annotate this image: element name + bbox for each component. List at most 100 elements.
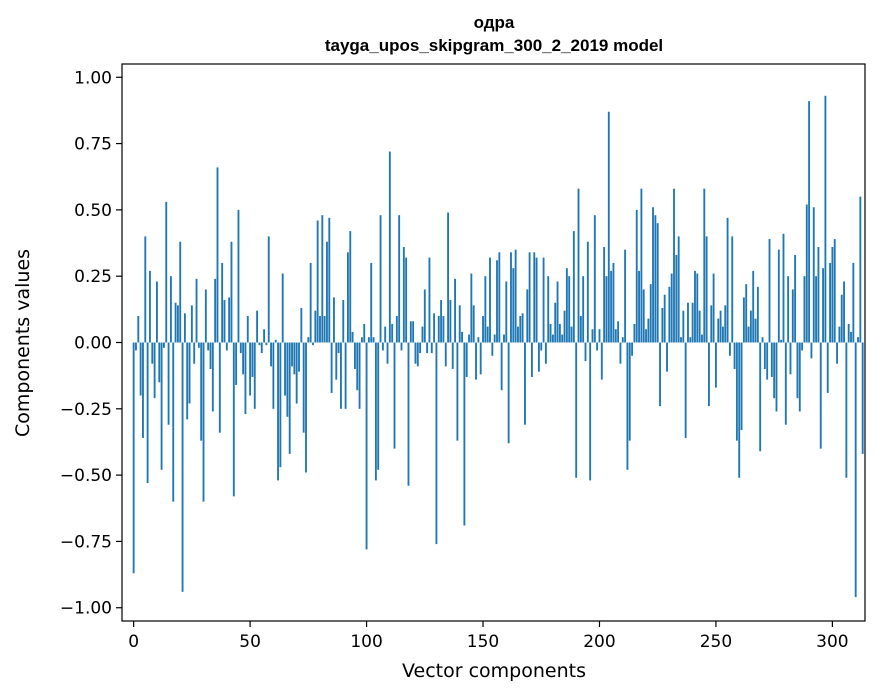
bar (572, 231, 575, 343)
bar (463, 342, 466, 526)
chart-title: одра (474, 13, 515, 32)
bar (472, 305, 475, 343)
bar (735, 342, 738, 441)
bar (591, 329, 594, 343)
bar (715, 342, 717, 388)
bar (819, 342, 822, 449)
bar (349, 231, 352, 343)
bar (430, 342, 433, 354)
bar (524, 342, 526, 425)
bar (836, 342, 838, 364)
bar (742, 297, 745, 343)
bar (358, 342, 361, 409)
bar (402, 247, 405, 343)
bar (149, 270, 151, 343)
x-axis: 0 50 100 150 200 250 300 (128, 621, 849, 652)
y-tick-label: 1.00 (74, 68, 112, 88)
bar (391, 323, 394, 343)
bar (861, 342, 864, 454)
bar (621, 337, 624, 343)
bar (803, 276, 806, 343)
bar (773, 342, 776, 399)
bar (680, 337, 682, 343)
bar (300, 308, 303, 343)
bar (670, 273, 673, 343)
bar (717, 318, 720, 343)
bar (363, 323, 366, 343)
bar (260, 342, 263, 354)
bar (482, 315, 484, 343)
bar (661, 308, 664, 343)
bar (323, 315, 326, 343)
bar (377, 342, 380, 470)
bar (190, 305, 193, 343)
bar (617, 321, 620, 343)
bar (733, 342, 736, 370)
bar (216, 167, 219, 343)
bar (654, 215, 657, 343)
bar (351, 331, 354, 343)
bar (167, 342, 170, 425)
bar (223, 300, 226, 343)
bar (470, 273, 473, 343)
bar (747, 326, 750, 343)
bar (738, 342, 741, 478)
bar (263, 329, 266, 343)
bar (780, 339, 783, 343)
chart-subtitle: tayga_upos_skipgram_300_2_2019 model (325, 36, 663, 55)
bar (142, 342, 144, 438)
bar (649, 284, 652, 343)
bar (535, 257, 538, 343)
bar (507, 342, 510, 444)
bar (337, 342, 340, 354)
bar (826, 342, 829, 393)
bar (409, 321, 412, 343)
bar (135, 342, 137, 351)
bar (440, 300, 443, 343)
bar (172, 342, 175, 502)
bar (517, 326, 519, 343)
bar (798, 342, 801, 412)
bar (295, 342, 298, 404)
bar (642, 289, 645, 343)
bar (857, 337, 859, 343)
bar (186, 342, 189, 420)
bar (675, 254, 678, 343)
bar (160, 342, 163, 470)
bar (195, 278, 198, 343)
bar (547, 276, 550, 343)
bar (340, 342, 342, 409)
bar (465, 342, 468, 377)
bar (456, 342, 459, 441)
bar (475, 342, 477, 380)
bar (209, 342, 212, 370)
bar (218, 342, 221, 433)
bar (302, 342, 305, 433)
bar (663, 294, 666, 343)
bar (579, 315, 582, 343)
bar (775, 342, 778, 412)
bar (493, 334, 496, 343)
bar (132, 342, 135, 574)
bar (577, 188, 580, 343)
bar (162, 342, 165, 348)
bar (726, 217, 729, 343)
bar (423, 289, 426, 343)
bar (253, 342, 256, 409)
bar (333, 297, 335, 343)
bar (309, 262, 312, 343)
bar (221, 262, 224, 343)
bar (239, 342, 242, 354)
bar (843, 281, 845, 343)
bar (291, 342, 293, 367)
bar (847, 323, 850, 343)
bar (619, 342, 622, 364)
bar (645, 329, 647, 343)
x-tick-label: 200 (583, 632, 615, 652)
bar (365, 342, 368, 550)
bar (754, 318, 757, 343)
bar (628, 342, 631, 441)
bar (437, 315, 440, 343)
bar (342, 300, 345, 343)
y-tick-label: 0.25 (74, 267, 112, 287)
